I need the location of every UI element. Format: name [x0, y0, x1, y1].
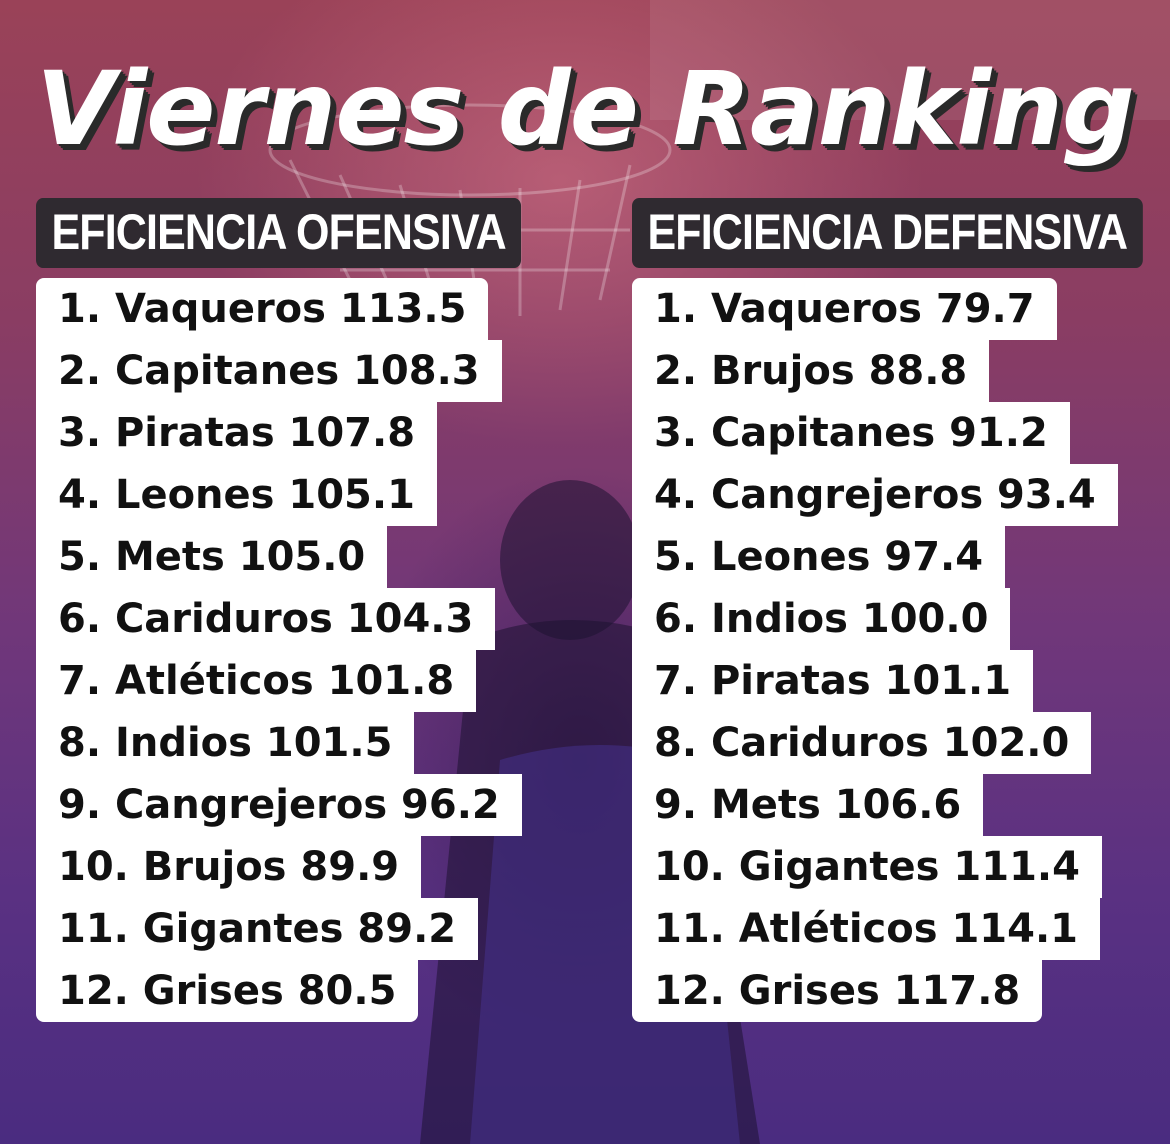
defense-header: EFICIENCIA DEFENSIVA — [632, 198, 1143, 268]
offense-row: 8. Indios 101.5 — [36, 712, 415, 774]
defense-row: 7. Piratas 101.1 — [632, 650, 1034, 712]
defense-row: 11. Atléticos 114.1 — [632, 898, 1100, 960]
offense-row: 10. Brujos 89.9 — [36, 836, 422, 898]
offense-row: 3. Piratas 107.8 — [36, 402, 438, 464]
defense-row: 4. Cangrejeros 93.4 — [632, 464, 1118, 526]
offense-row: 1. Vaqueros 113.5 — [36, 278, 489, 340]
offense-row: 11. Gigantes 89.2 — [36, 898, 479, 960]
offense-row: 6. Cariduros 104.3 — [36, 588, 496, 650]
defense-row: 10. Gigantes 111.4 — [632, 836, 1102, 898]
defense-row: 12. Grises 117.8 — [632, 960, 1043, 1022]
offense-row: 9. Cangrejeros 96.2 — [36, 774, 522, 836]
page-title: Viernes de Ranking — [36, 50, 1135, 169]
defense-row: 3. Capitanes 91.2 — [632, 402, 1070, 464]
offense-row: 4. Leones 105.1 — [36, 464, 437, 526]
defense-row: 2. Brujos 88.8 — [632, 340, 990, 402]
offense-row: 12. Grises 80.5 — [36, 960, 419, 1022]
offense-column: EFICIENCIA OFENSIVA 1. Vaqueros 113.5 2. … — [36, 198, 596, 1022]
offense-list: 1. Vaqueros 113.5 2. Capitanes 108.3 3. Pi… — [36, 278, 596, 1022]
defense-row: 8. Cariduros 102.0 — [632, 712, 1092, 774]
defense-row: 1. Vaqueros 79.7 — [632, 278, 1057, 340]
defense-list: 1. Vaqueros 79.7 2. Brujos 88.8 3. Capitan… — [632, 278, 1152, 1022]
defense-column: EFICIENCIA DEFENSIVA 1. Vaqueros 79.7 2. … — [632, 198, 1152, 1022]
defense-row: 9. Mets 106.6 — [632, 774, 984, 836]
offense-row: 5. Mets 105.0 — [36, 526, 388, 588]
defense-row: 6. Indios 100.0 — [632, 588, 1011, 650]
offense-row: 2. Capitanes 108.3 — [36, 340, 502, 402]
defense-row: 5. Leones 97.4 — [632, 526, 1006, 588]
offense-row: 7. Atléticos 101.8 — [36, 650, 477, 712]
offense-header: EFICIENCIA OFENSIVA — [36, 198, 522, 268]
